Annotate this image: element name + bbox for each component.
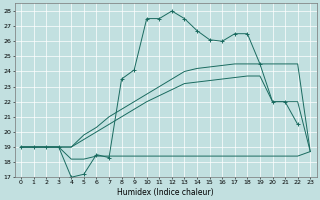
X-axis label: Humidex (Indice chaleur): Humidex (Indice chaleur) (117, 188, 214, 197)
